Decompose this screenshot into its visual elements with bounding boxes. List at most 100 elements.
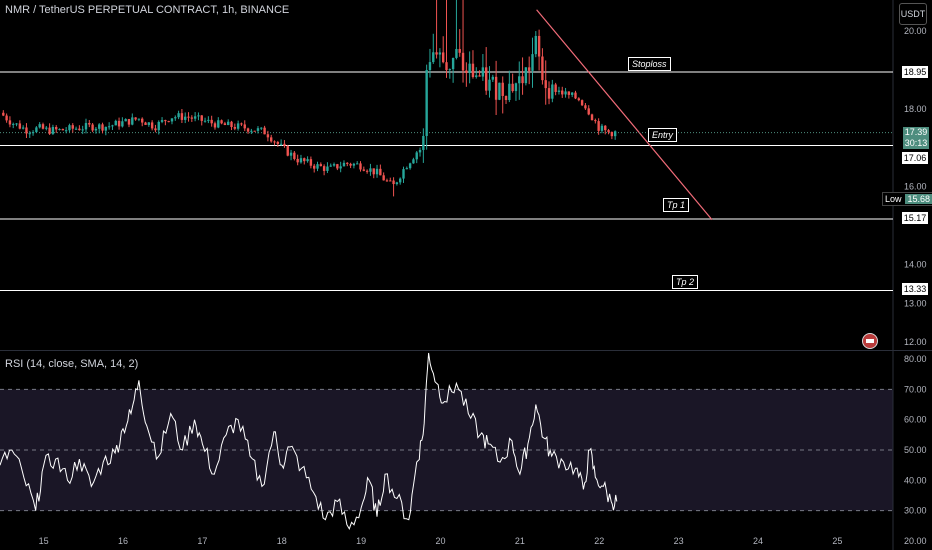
rsi-pane[interactable]: 20.00 30.00 40.00 50.00 60.00 70.00 80.00 15 16 1… [0, 350, 932, 550]
candle-body-0 [2, 112, 5, 116]
candle-body-142 [471, 63, 475, 78]
candle-body-139 [461, 52, 465, 71]
price-tick-label-0: 12.00 [904, 337, 927, 347]
candle-body-86 [286, 145, 289, 156]
candle-body-169 [561, 90, 564, 95]
candle-body-49 [164, 120, 167, 122]
candle-body-77 [256, 128, 260, 131]
candle-body-166 [551, 84, 554, 99]
entry-price-tag: 17.06 [901, 151, 929, 165]
candle-body-132 [438, 52, 442, 55]
candle-body-9 [31, 132, 35, 134]
candle-body-110 [365, 170, 369, 172]
x-tick-label-4: 19 [356, 536, 366, 546]
candle-body-151 [501, 82, 504, 96]
candle-body-152 [504, 95, 508, 100]
last-price-tag: 17.39 [903, 127, 929, 138]
candle-body-36 [121, 121, 124, 127]
candle-body-125 [415, 152, 418, 160]
candle-body-170 [564, 91, 567, 95]
candle-body-128 [425, 70, 428, 136]
entry-label: Entry [648, 128, 678, 142]
low-label: Low [885, 194, 902, 204]
candle-body-48 [160, 120, 164, 122]
candle-body-111 [369, 168, 372, 172]
candle-body-60 [200, 115, 203, 121]
candle-body-61 [203, 120, 207, 122]
rsi-tick-label-5: 70.00 [904, 384, 927, 394]
candle-body-84 [279, 143, 283, 145]
x-tick-label-9: 24 [753, 536, 763, 546]
rsi-tick-label-0: 20.00 [904, 536, 927, 546]
candle-body-42 [141, 118, 144, 123]
candle-body-143 [475, 75, 478, 78]
candle-body-148 [491, 76, 495, 80]
candle-body-98 [326, 166, 329, 171]
currency-button[interactable]: USDT [899, 3, 927, 25]
candle-body-108 [359, 163, 362, 170]
candle-body-57 [190, 117, 194, 119]
candle-body-183 [607, 130, 610, 133]
candle-body-157 [521, 76, 524, 84]
candle-body-65 [217, 120, 220, 128]
candle-body-83 [276, 141, 280, 144]
rsi-title: RSI (14, close, SMA, 14, 2) [5, 358, 139, 370]
candle-body-20 [68, 125, 71, 131]
candle-body-59 [197, 115, 200, 117]
candle-body-24 [81, 129, 84, 131]
candle-body-140 [465, 70, 468, 73]
candle-body-66 [220, 120, 223, 124]
candle-body-35 [117, 120, 121, 127]
candle-body-70 [233, 127, 237, 129]
candle-body-54 [180, 113, 184, 120]
candle-body-102 [339, 166, 342, 169]
candle-body-11 [38, 124, 41, 128]
candle-body-158 [524, 67, 528, 84]
candle-body-131 [435, 52, 438, 55]
price-pane[interactable]: 12.00 13.00 14.00 16.00 18.00 20.00 [0, 0, 932, 350]
candle-body-8 [28, 133, 31, 135]
candle-body-162 [537, 35, 541, 57]
candle-body-93 [309, 159, 313, 166]
candle-body-29 [98, 124, 101, 129]
alert-icon[interactable] [862, 333, 878, 349]
candle-body-52 [174, 117, 177, 119]
candle-body-127 [422, 135, 425, 150]
stoploss-price-tag: 18.95 [901, 65, 929, 79]
candle-body-180 [597, 121, 600, 131]
x-tick-label-5: 20 [436, 536, 446, 546]
tp2-label: Tp 2 [672, 275, 699, 289]
candle-body-21 [71, 125, 74, 129]
candle-body-107 [356, 163, 359, 165]
candle-body-73 [243, 124, 246, 129]
candle-body-113 [375, 168, 379, 175]
candle-body-136 [451, 57, 455, 70]
candle-body-13 [45, 127, 48, 129]
candle-body-32 [107, 126, 111, 128]
candle-body-75 [250, 130, 253, 132]
tp1-label: Tp 1 [663, 198, 690, 212]
candle-body-12 [41, 124, 45, 129]
x-tick-label-10: 25 [832, 536, 842, 546]
candle-body-99 [329, 165, 332, 167]
candle-body-82 [273, 141, 276, 143]
x-tick-label-6: 21 [515, 536, 525, 546]
candle-body-43 [144, 122, 147, 125]
candle-body-30 [101, 124, 104, 131]
candle-body-179 [594, 120, 597, 122]
candle-body-22 [74, 128, 78, 130]
rsi-band-fill [0, 389, 893, 511]
candle-body-87 [289, 152, 293, 156]
candle-body-147 [488, 79, 491, 91]
candle-body-171 [567, 91, 571, 95]
candle-body-133 [441, 52, 445, 63]
stoploss-label: Stoploss [628, 57, 671, 71]
candle-body-117 [389, 180, 392, 182]
candle-body-115 [382, 175, 385, 181]
candle-body-40 [134, 117, 137, 120]
rsi-tick-label-1: 30.00 [904, 506, 927, 516]
trendline [536, 9, 713, 221]
candle-body-174 [577, 98, 580, 101]
candle-body-78 [260, 127, 263, 129]
